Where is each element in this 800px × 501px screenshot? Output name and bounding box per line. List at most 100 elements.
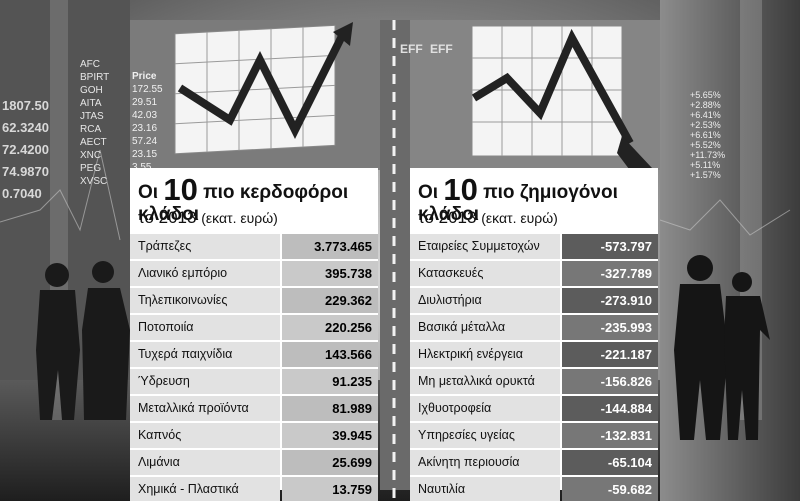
right-silhouettes [674, 255, 770, 440]
table-row: Τηλεπικοινωνίες 229.362 [130, 288, 378, 313]
lossmaking-rows: Εταιρείες Συμμετοχών -573.797 Κατασκευές -3… [410, 234, 658, 501]
ticker-symbol: GOH [80, 85, 103, 96]
left-silhouettes [36, 261, 130, 420]
price-list: 172.55 29.51 42.03 23.16 57.24 23.153.55 [132, 83, 163, 174]
sector-label: Μεταλλικά προϊόντα [130, 396, 280, 421]
ticker-symbol: RCA [80, 124, 102, 135]
price-value: 42.03 [132, 110, 158, 121]
sector-label: Τράπεζες [130, 234, 280, 259]
board-number: 0.7040 [2, 186, 42, 201]
sector-label: Χημικά - Πλαστικά [130, 477, 280, 501]
sector-value: -59.682 [562, 477, 658, 501]
sector-label: Τηλεπικοινωνίες [130, 288, 280, 313]
sector-value: 13.759 [282, 477, 378, 501]
price-value: 29.51 [132, 97, 158, 108]
profitable-sectors-panel: Οι 10 πιο κερδοφόροι κλάδοι το 2013 (εκα… [130, 168, 378, 501]
ticker-symbol: AFC [80, 59, 100, 70]
sector-value: -273.910 [562, 288, 658, 313]
table-row: Βασικά μέταλλα -235.993 [410, 315, 658, 340]
lossmaking-title: Οι 10 πιο ζημιογόνοι κλάδοι [418, 174, 658, 224]
title-prefix: Οι [138, 182, 159, 203]
ticker-symbol: XNC [80, 150, 102, 161]
ticker-symbol: AECT [80, 137, 107, 148]
change-value: +5.52% [690, 140, 721, 150]
sector-label: Τυχερά παιχνίδια [130, 342, 280, 367]
ticker-symbol: BPIRT [80, 72, 110, 83]
sector-value: 39.945 [282, 423, 378, 448]
sector-value: 3.773.465 [282, 234, 378, 259]
change-value: +2.88% [690, 100, 721, 110]
table-row: Κατασκευές -327.789 [410, 261, 658, 286]
sector-value: -144.884 [562, 396, 658, 421]
efe-label-2: EFF [430, 42, 453, 56]
table-row: Καπνός 39.945 [130, 423, 378, 448]
table-row: Υπηρεσίες υγείας -132.831 [410, 423, 658, 448]
change-value: +6.41% [690, 110, 721, 120]
subtitle-year: το 2013 [418, 208, 477, 227]
sector-value: 81.989 [282, 396, 378, 421]
table-row: Ακίνητη περιουσία -65.104 [410, 450, 658, 475]
sector-label: Μη μεταλλικά ορυκτά [410, 369, 560, 394]
sector-value: 25.699 [282, 450, 378, 475]
ticker-symbol: XVSC [80, 176, 108, 187]
sector-label: Λιμάνια [130, 450, 280, 475]
lossmaking-sectors-panel: Οι 10 πιο ζημιογόνοι κλάδοι το 2013 (εκα… [410, 168, 658, 501]
price-column: Price 172.55 29.51 42.03 23.16 57.24 23.153.5… [132, 70, 163, 174]
left-numbers: 1807.50 62.3240 72.4200 74.9870 0.7040 [2, 95, 49, 205]
right-changes: +5.65% +2.88% +6.41% +2.53% +6.61% +5.52% +11.… [690, 90, 725, 180]
table-row: Ποτοποιία 220.256 [130, 315, 378, 340]
table-row: Διυλιστήρια -273.910 [410, 288, 658, 313]
sector-value: 229.362 [282, 288, 378, 313]
sector-label: Καπνός [130, 423, 280, 448]
board-number: 74.9870 [2, 164, 49, 179]
change-value: +11.73% [690, 150, 726, 160]
table-row: Ιχθυοτροφεία -144.884 [410, 396, 658, 421]
sector-value: 220.256 [282, 315, 378, 340]
sector-label: Λιανικό εμπόριο [130, 261, 280, 286]
subtitle-year: το 2013 [138, 208, 197, 227]
board-number: 62.3240 [2, 120, 49, 135]
title-rest: πιο κερδοφόροι κλάδοι [138, 182, 349, 225]
board-number: 72.4200 [2, 142, 49, 157]
table-row: Λιμάνια 25.699 [130, 450, 378, 475]
ticker-symbols: AFC BPIRT GOH AITA JTAS RCA AECT XNC PEG XVSC [80, 58, 160, 188]
price-value: 172.55 [132, 84, 163, 95]
price-value: 57.24 [132, 136, 158, 147]
ticker-symbol: JTAS [80, 111, 104, 122]
sector-label: Κατασκευές [410, 261, 560, 286]
lossmaking-subtitle: το 2013 (εκατ. ευρώ) [418, 208, 558, 228]
sector-label: Ιχθυοτροφεία [410, 396, 560, 421]
sector-label: Εταιρείες Συμμετοχών [410, 234, 560, 259]
change-value: +5.65% [690, 90, 721, 100]
table-row: Μη μεταλλικά ορυκτά -156.826 [410, 369, 658, 394]
change-value: +6.61% [690, 130, 721, 140]
table-row: Τυχερά παιχνίδια 143.566 [130, 342, 378, 367]
profitable-title: Οι 10 πιο κερδοφόροι κλάδοι [138, 174, 378, 224]
title-number: 10 [163, 172, 198, 207]
down-chart-card [462, 18, 662, 183]
price-value: 23.15 [132, 149, 158, 160]
change-value: +1.57% [690, 170, 721, 180]
efe-label-1: EFF [400, 42, 423, 56]
sector-value: -573.797 [562, 234, 658, 259]
sector-label: Ηλεκτρική ενέργεια [410, 342, 560, 367]
sector-value: -327.789 [562, 261, 658, 286]
price-value: 3.55 [132, 161, 163, 174]
sector-label: Υπηρεσίες υγείας [410, 423, 560, 448]
sector-value: -235.993 [562, 315, 658, 340]
sector-value: 395.738 [282, 261, 378, 286]
up-chart-card [170, 20, 360, 165]
sector-label: Ύδρευση [130, 369, 280, 394]
sector-value: 143.566 [282, 342, 378, 367]
sector-value: -65.104 [562, 450, 658, 475]
table-row: Μεταλλικά προϊόντα 81.989 [130, 396, 378, 421]
profitable-subtitle: το 2013 (εκατ. ευρώ) [138, 208, 278, 228]
title-rest: πιο ζημιογόνοι κλάδοι [418, 182, 618, 225]
title-prefix: Οι [418, 182, 439, 203]
table-row: Εταιρείες Συμμετοχών -573.797 [410, 234, 658, 259]
sector-label: Ναυτιλία [410, 477, 560, 501]
sector-value: -132.831 [562, 423, 658, 448]
sector-label: Ποτοποιία [130, 315, 280, 340]
table-row: Ναυτιλία -59.682 [410, 477, 658, 501]
